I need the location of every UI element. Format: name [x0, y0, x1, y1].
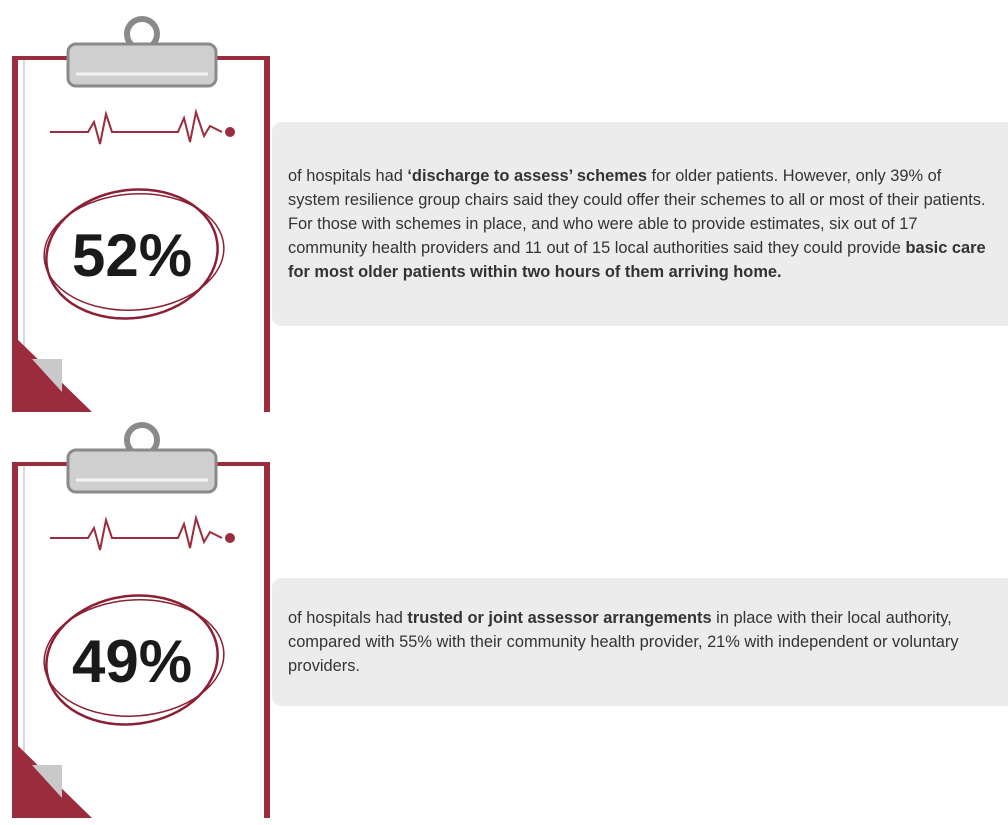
description: of hospitals had trusted or joint assess…: [288, 606, 994, 678]
text-box: of hospitals had ‘discharge to assess’ s…: [272, 122, 1008, 326]
clipboard: 52%: [10, 14, 272, 414]
text-box: of hospitals had trusted or joint assess…: [272, 578, 1008, 706]
clip: [68, 450, 216, 492]
clipboard-wrap: 52%: [10, 14, 272, 419]
page: 52% of hospitals had ‘discharge to asses…: [0, 0, 1008, 814]
heartbeat-dot: [225, 127, 235, 137]
highlight: ‘discharge to assess’ schemes: [407, 167, 647, 185]
highlight: trusted or joint assessor arrangements: [407, 609, 711, 627]
text: of hospitals had: [288, 609, 407, 627]
clipboard-wrap: 49%: [10, 420, 272, 825]
clipboard: 49%: [10, 420, 272, 820]
description: of hospitals had ‘discharge to assess’ s…: [288, 164, 994, 284]
clip: [68, 44, 216, 86]
stat: 49%: [72, 628, 192, 695]
text: of hospitals had: [288, 167, 407, 185]
stat: 52%: [72, 222, 192, 289]
heartbeat-dot: [225, 533, 235, 543]
